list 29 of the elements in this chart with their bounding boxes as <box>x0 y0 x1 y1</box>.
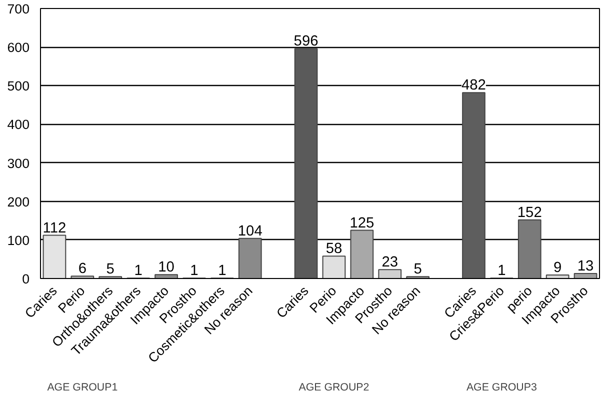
text: AGE GROUP2 <box>298 382 370 394</box>
data-label: 125 <box>350 215 374 232</box>
data-label: 104 <box>238 223 262 240</box>
data-label: 6 <box>78 261 87 278</box>
data-label: 13 <box>577 258 594 274</box>
data-label: 1 <box>498 263 506 280</box>
data-label: 1 <box>134 263 142 280</box>
data-label: 9 <box>554 260 562 276</box>
y-tick-label: 200 <box>7 194 30 210</box>
data-label: 1 <box>190 263 198 280</box>
data-label: 482 <box>462 78 486 94</box>
y-tick-label: 500 <box>7 78 30 94</box>
y-tick-label: 600 <box>7 40 30 56</box>
data-label: 1 <box>218 263 226 280</box>
data-label: 23 <box>382 254 398 271</box>
data-label: 10 <box>158 260 174 276</box>
y-tick-label: 700 <box>7 2 30 16</box>
data-label: 112 <box>42 220 66 236</box>
y-tick-label: 300 <box>7 156 30 171</box>
y-tick-label: 0 <box>22 272 30 286</box>
data-label: 5 <box>414 262 422 278</box>
y-tick-label: 100 <box>7 232 30 248</box>
data-label: 596 <box>294 34 318 50</box>
data-label: 5 <box>106 262 114 278</box>
data-label: 58 <box>326 241 342 258</box>
y-tick-label: 400 <box>7 117 30 132</box>
text: AGE GROUP3 <box>466 382 537 394</box>
data-label: 152 <box>517 204 542 221</box>
text: AGE GROUP1 <box>47 382 118 394</box>
